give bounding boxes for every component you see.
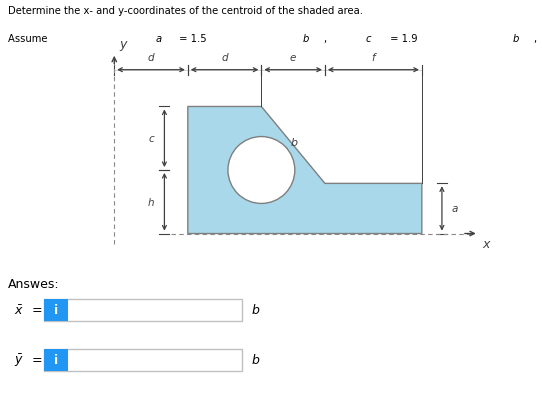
Text: ,: , — [534, 34, 540, 43]
Bar — [44, 299, 242, 321]
Text: h: h — [148, 197, 154, 207]
Text: =: = — [32, 304, 43, 317]
Polygon shape — [188, 107, 422, 234]
Text: Determine the x- and y-coordinates of the centroid of the shaded area.: Determine the x- and y-coordinates of th… — [8, 6, 363, 16]
Text: = 1.9: = 1.9 — [386, 34, 417, 43]
Text: c: c — [149, 134, 154, 144]
Bar — [44, 349, 68, 371]
Text: d: d — [221, 53, 228, 63]
Text: y: y — [119, 38, 127, 51]
Text: $\bar{y}$: $\bar{y}$ — [14, 352, 24, 368]
Text: Assume: Assume — [8, 34, 51, 43]
Text: f: f — [372, 53, 375, 63]
Text: b: b — [291, 137, 298, 147]
Text: i: i — [54, 304, 58, 317]
Text: e: e — [290, 53, 296, 63]
Text: a: a — [452, 204, 459, 214]
Text: c: c — [366, 34, 371, 43]
Bar — [44, 349, 242, 371]
Circle shape — [228, 137, 295, 204]
Text: =: = — [32, 354, 43, 367]
Text: x: x — [482, 237, 489, 250]
Text: b: b — [252, 354, 260, 367]
Text: b: b — [513, 34, 519, 43]
Text: Answes:: Answes: — [8, 277, 60, 290]
Text: i: i — [54, 354, 58, 367]
Text: b: b — [252, 304, 260, 317]
Text: = 1.5: = 1.5 — [176, 34, 207, 43]
Text: d: d — [148, 53, 154, 63]
Bar — [44, 299, 68, 321]
Text: ,: , — [324, 34, 330, 43]
Text: b: b — [302, 34, 309, 43]
Text: $\bar{x}$: $\bar{x}$ — [14, 303, 24, 317]
Text: a: a — [156, 34, 162, 43]
